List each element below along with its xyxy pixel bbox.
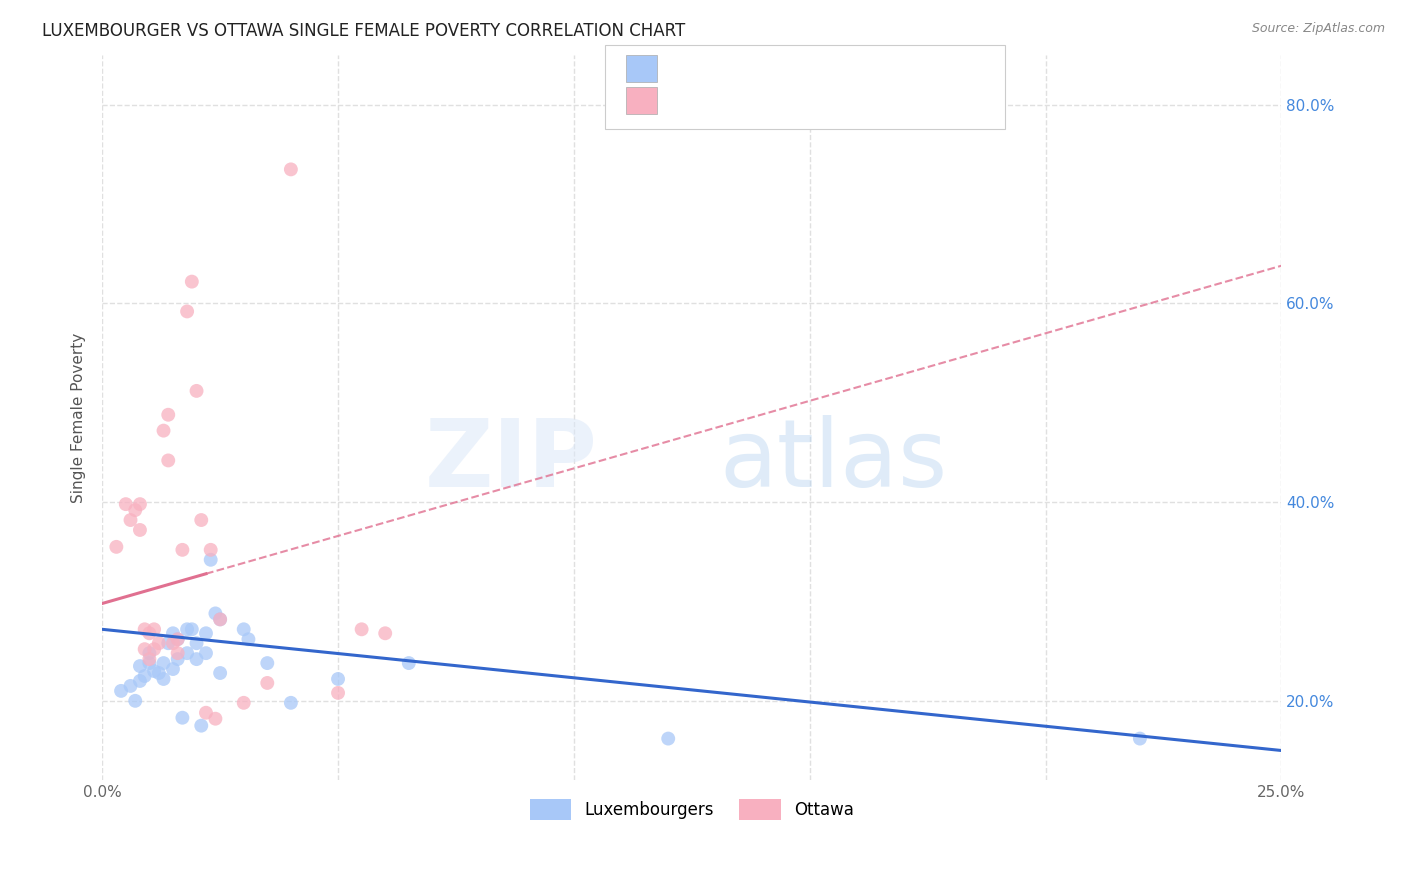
- Point: [180, 275, 202, 289]
- Point: [280, 696, 302, 710]
- Point: [162, 662, 184, 676]
- Point: [105, 540, 128, 554]
- Point: [657, 731, 679, 746]
- Point: [157, 408, 180, 422]
- Point: [166, 632, 188, 647]
- Point: [1129, 731, 1152, 746]
- Point: [162, 626, 184, 640]
- Point: [152, 656, 174, 670]
- Point: [138, 652, 160, 666]
- Point: [157, 636, 180, 650]
- Point: [176, 646, 198, 660]
- Point: [129, 673, 152, 688]
- Point: [138, 646, 160, 660]
- Point: [232, 623, 254, 637]
- Point: [134, 623, 156, 637]
- Text: -0.206: -0.206: [707, 62, 762, 76]
- Point: [200, 553, 222, 567]
- Point: [143, 623, 166, 637]
- Point: [143, 642, 166, 657]
- Point: [152, 672, 174, 686]
- Point: [209, 612, 232, 626]
- Point: [166, 632, 188, 647]
- Point: [186, 652, 208, 666]
- Point: [143, 664, 166, 678]
- Point: [176, 304, 198, 318]
- Point: [148, 666, 170, 681]
- Text: Source: ZipAtlas.com: Source: ZipAtlas.com: [1251, 22, 1385, 36]
- Point: [398, 656, 420, 670]
- Point: [186, 636, 208, 650]
- Point: [200, 542, 222, 557]
- Point: [138, 656, 160, 670]
- Point: [204, 607, 226, 621]
- Point: [176, 623, 198, 637]
- Point: [180, 623, 202, 637]
- Point: [129, 523, 152, 537]
- Point: [129, 497, 152, 511]
- Point: [124, 503, 146, 517]
- Point: [326, 686, 349, 700]
- Point: [190, 719, 212, 733]
- Point: [209, 612, 232, 626]
- Text: N =: N =: [783, 62, 817, 76]
- Point: [350, 623, 373, 637]
- Text: 34: 34: [815, 94, 837, 108]
- Text: atlas: atlas: [720, 416, 948, 508]
- Text: N =: N =: [783, 94, 817, 108]
- Point: [238, 632, 260, 647]
- Text: 38: 38: [815, 62, 837, 76]
- Y-axis label: Single Female Poverty: Single Female Poverty: [72, 333, 86, 503]
- Text: LUXEMBOURGER VS OTTAWA SINGLE FEMALE POVERTY CORRELATION CHART: LUXEMBOURGER VS OTTAWA SINGLE FEMALE POV…: [42, 22, 686, 40]
- Text: R =: R =: [668, 94, 702, 108]
- Point: [120, 513, 142, 527]
- Point: [134, 669, 156, 683]
- Point: [209, 666, 232, 681]
- Point: [204, 712, 226, 726]
- Text: 0.164: 0.164: [707, 94, 755, 108]
- Point: [195, 626, 218, 640]
- Point: [195, 646, 218, 660]
- Point: [326, 672, 349, 686]
- Point: [157, 453, 180, 467]
- Point: [162, 636, 184, 650]
- Point: [138, 626, 160, 640]
- Point: [232, 696, 254, 710]
- Point: [166, 652, 188, 666]
- Point: [172, 711, 194, 725]
- Point: [110, 684, 132, 698]
- Point: [374, 626, 396, 640]
- Point: [256, 656, 278, 670]
- Text: ZIP: ZIP: [425, 416, 598, 508]
- Legend: Luxembourgers, Ottawa: Luxembourgers, Ottawa: [523, 793, 860, 826]
- Text: R =: R =: [668, 62, 702, 76]
- Point: [148, 636, 170, 650]
- Point: [256, 676, 278, 690]
- Point: [195, 706, 218, 720]
- Point: [134, 642, 156, 657]
- Point: [280, 162, 302, 177]
- Point: [152, 424, 174, 438]
- Point: [172, 542, 194, 557]
- Point: [114, 497, 136, 511]
- Point: [129, 659, 152, 673]
- Point: [120, 679, 142, 693]
- Point: [186, 384, 208, 398]
- Point: [190, 513, 212, 527]
- Point: [166, 646, 188, 660]
- Point: [124, 694, 146, 708]
